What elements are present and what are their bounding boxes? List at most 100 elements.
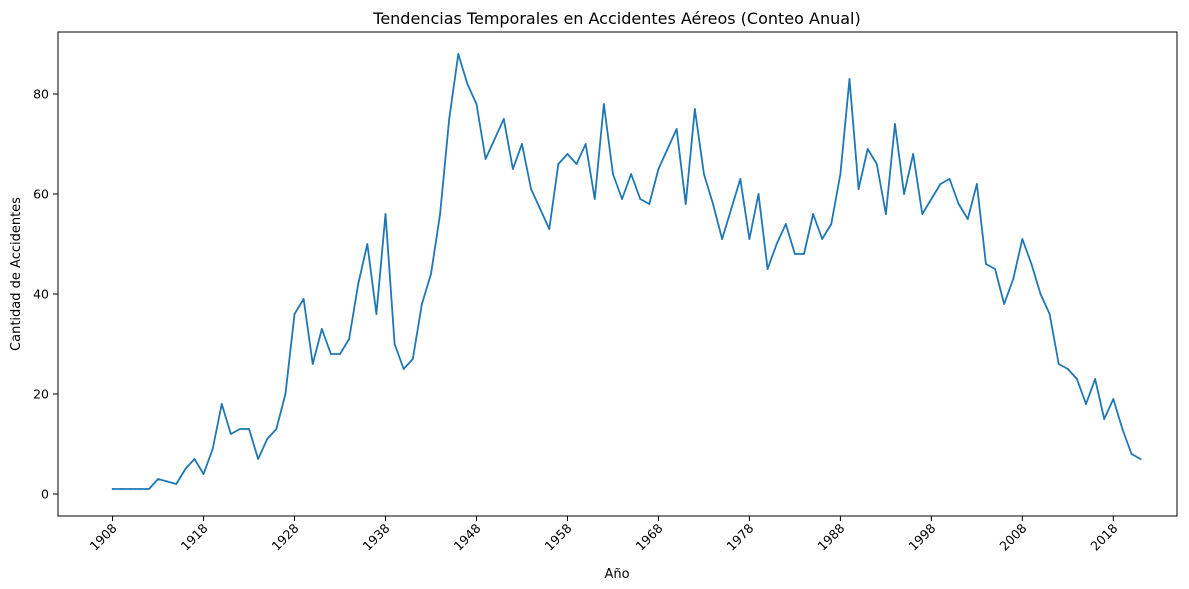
data-point	[648, 203, 651, 205]
data-point	[220, 403, 223, 405]
data-point	[311, 363, 314, 365]
data-point	[757, 193, 760, 195]
data-point	[894, 123, 896, 125]
data-point	[539, 208, 542, 210]
data-point	[357, 283, 360, 285]
data-point	[839, 173, 842, 175]
data-point	[621, 198, 623, 200]
data-point	[1076, 378, 1078, 380]
data-point	[575, 163, 578, 165]
data-point	[912, 153, 915, 155]
x-tick-label: 1938	[360, 520, 393, 553]
data-point	[1057, 363, 1060, 365]
data-point	[302, 298, 305, 300]
data-point	[239, 428, 241, 430]
data-point	[712, 203, 714, 205]
data-point	[229, 433, 232, 435]
data-point	[320, 328, 323, 330]
data-point	[257, 458, 260, 460]
y-tick-label: 60	[33, 187, 49, 202]
data-point	[557, 163, 560, 165]
data-point	[475, 103, 478, 105]
data-point	[803, 253, 805, 255]
data-point	[794, 253, 796, 255]
data-point	[812, 213, 814, 215]
data-point	[1130, 453, 1133, 455]
data-point	[730, 208, 733, 210]
x-tick-label: 1908	[87, 520, 120, 553]
data-point	[393, 343, 396, 345]
data-point	[957, 203, 960, 205]
data-point	[1048, 313, 1051, 315]
data-point	[748, 238, 751, 240]
data-point	[657, 168, 660, 170]
plot-area: 1908 1918 1928 1938 1948 1958 1968 1978 1988 1998…	[33, 31, 1178, 554]
data-point	[866, 148, 869, 150]
data-point	[930, 198, 933, 200]
data-point	[548, 228, 551, 230]
data-points	[111, 53, 1142, 490]
x-axis-ticks: 1908 1918 1928 1938 1948 1958 1968 1978 1988 1998…	[87, 516, 1120, 554]
data-point	[466, 83, 469, 85]
data-point	[1021, 238, 1024, 240]
data-point	[821, 238, 824, 240]
data-point	[330, 353, 332, 355]
data-point	[666, 148, 669, 150]
data-point	[421, 303, 423, 305]
data-point	[639, 198, 642, 200]
data-point	[202, 473, 205, 475]
series-line	[111, 53, 1142, 490]
data-point	[1139, 458, 1142, 460]
data-point	[511, 168, 514, 170]
data-point	[348, 338, 351, 340]
data-point	[975, 183, 978, 185]
data-point	[493, 138, 496, 140]
data-point	[175, 483, 178, 485]
data-point	[584, 143, 587, 145]
data-point	[1094, 378, 1097, 380]
data-point	[830, 223, 833, 225]
x-tick-label: 1918	[178, 520, 211, 553]
data-point	[111, 488, 114, 490]
data-point	[703, 173, 705, 175]
data-point	[275, 428, 278, 430]
data-point	[566, 153, 569, 155]
data-point	[775, 243, 778, 245]
data-point	[375, 313, 378, 315]
x-tick-label: 2008	[996, 520, 1029, 553]
data-point	[411, 358, 414, 360]
data-point	[875, 163, 878, 165]
data-point	[630, 173, 633, 175]
data-point	[366, 243, 369, 245]
y-tick-label: 0	[41, 487, 49, 502]
data-point	[293, 313, 296, 315]
data-point	[248, 428, 250, 430]
data-point	[1066, 368, 1069, 370]
data-point	[457, 53, 460, 55]
data-point	[948, 178, 951, 180]
data-point	[693, 108, 696, 110]
data-point	[339, 353, 341, 355]
data-point	[593, 198, 596, 200]
data-point	[120, 488, 123, 490]
data-point	[1103, 418, 1106, 420]
data-point	[157, 478, 159, 480]
data-point	[903, 193, 905, 195]
data-point	[129, 488, 132, 490]
data-point	[1003, 303, 1006, 305]
data-point	[211, 448, 214, 450]
data-point	[148, 488, 150, 490]
data-point	[430, 273, 432, 275]
data-point	[985, 263, 987, 265]
data-point	[530, 188, 532, 190]
data-point	[739, 178, 742, 180]
data-point	[521, 143, 523, 145]
y-tick-label: 20	[33, 387, 49, 402]
x-tick-label: 2018	[1087, 520, 1120, 553]
data-point	[939, 183, 942, 185]
data-point	[721, 238, 724, 240]
data-point	[284, 393, 287, 395]
data-point	[994, 268, 996, 270]
data-point	[484, 158, 487, 160]
